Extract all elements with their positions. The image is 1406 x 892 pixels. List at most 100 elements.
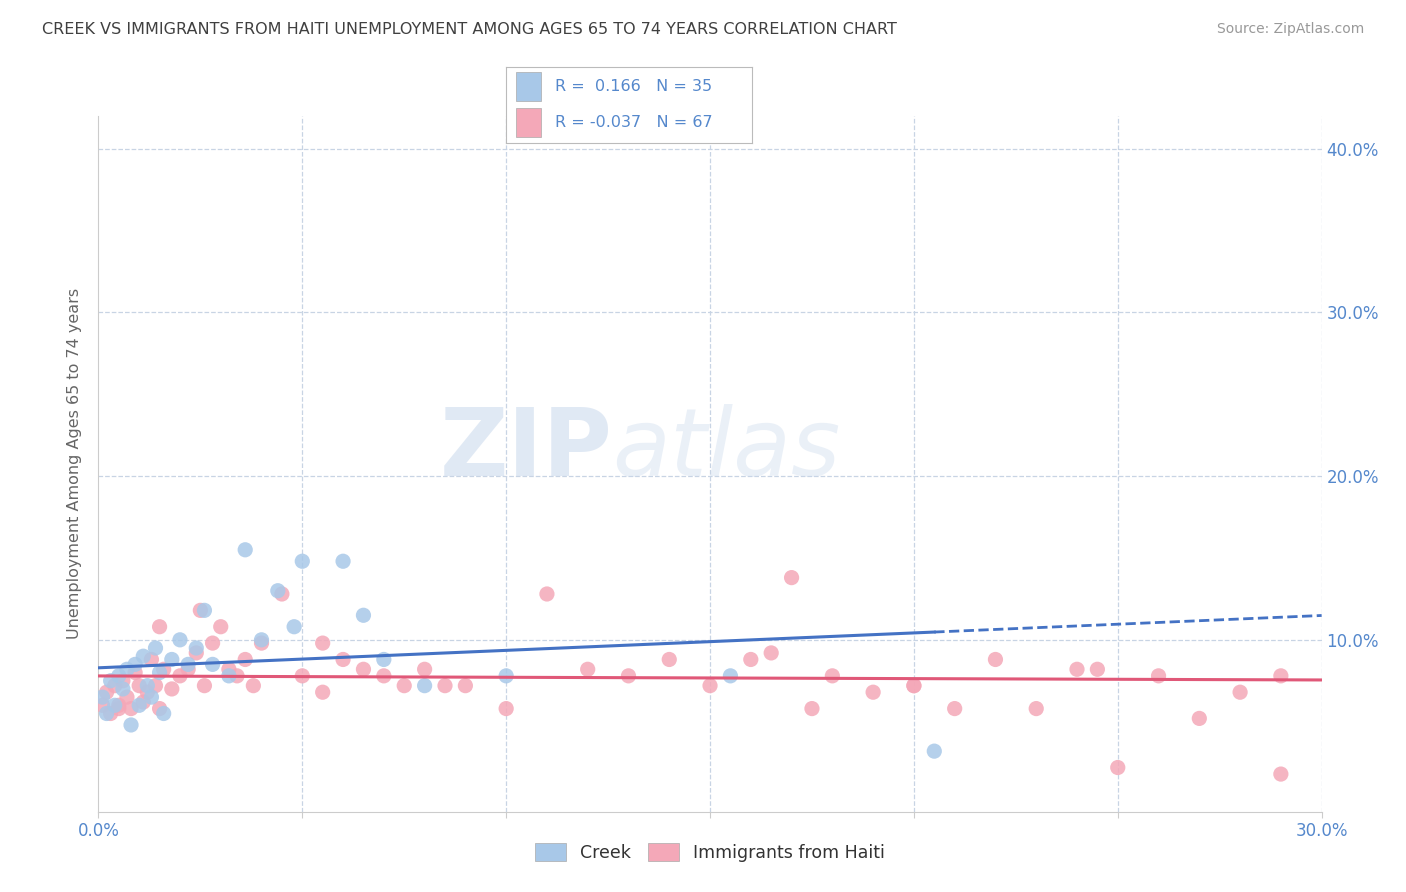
Point xyxy=(149,620,172,634)
Point xyxy=(177,662,200,676)
Point xyxy=(761,646,783,660)
Point xyxy=(141,690,163,705)
Point xyxy=(115,690,138,705)
Point xyxy=(454,679,477,693)
Point xyxy=(108,698,131,713)
Point xyxy=(1229,685,1251,699)
Point xyxy=(149,701,172,715)
Point xyxy=(617,669,640,683)
Point xyxy=(1147,669,1170,683)
Point xyxy=(332,554,354,568)
Text: CREEK VS IMMIGRANTS FROM HAITI UNEMPLOYMENT AMONG AGES 65 TO 74 YEARS CORRELATIO: CREEK VS IMMIGRANTS FROM HAITI UNEMPLOYM… xyxy=(42,22,897,37)
Point xyxy=(100,706,122,721)
Point xyxy=(111,673,134,688)
Point xyxy=(862,685,884,699)
Point xyxy=(233,652,256,666)
Point xyxy=(218,669,240,683)
Point xyxy=(124,657,146,672)
Point xyxy=(1025,701,1047,715)
Point xyxy=(658,652,681,666)
Point xyxy=(136,679,159,693)
Y-axis label: Unemployment Among Ages 65 to 74 years: Unemployment Among Ages 65 to 74 years xyxy=(67,288,83,640)
Point xyxy=(128,698,150,713)
Point xyxy=(984,652,1007,666)
Point xyxy=(145,640,167,655)
Point xyxy=(922,744,945,758)
Point xyxy=(242,679,264,693)
Point xyxy=(413,679,436,693)
Point xyxy=(413,662,436,676)
Point xyxy=(250,636,273,650)
Point xyxy=(128,679,150,693)
Point xyxy=(267,583,290,598)
Point xyxy=(495,701,517,715)
Point xyxy=(780,571,803,585)
Point xyxy=(115,662,138,676)
Point xyxy=(283,620,305,634)
Point xyxy=(903,679,925,693)
Point xyxy=(943,701,966,715)
Text: R = -0.037   N = 67: R = -0.037 N = 67 xyxy=(555,115,713,129)
Point xyxy=(1270,669,1292,683)
Point xyxy=(392,679,416,693)
Point xyxy=(100,673,122,688)
Point xyxy=(193,603,215,617)
Text: ZIP: ZIP xyxy=(439,404,612,496)
Point xyxy=(434,679,457,693)
Point xyxy=(91,698,114,713)
Point xyxy=(312,636,335,650)
Point xyxy=(576,662,599,676)
Point xyxy=(120,718,142,732)
Point xyxy=(821,669,844,683)
Point xyxy=(149,665,172,680)
Point xyxy=(152,706,174,721)
Point xyxy=(132,649,155,664)
Point xyxy=(186,640,208,655)
Bar xyxy=(516,108,540,136)
Text: R =  0.166   N = 35: R = 0.166 N = 35 xyxy=(555,79,713,95)
Point xyxy=(201,636,224,650)
Point xyxy=(188,603,212,617)
Point xyxy=(291,669,314,683)
Point xyxy=(160,652,183,666)
Point xyxy=(291,554,314,568)
Point xyxy=(903,679,925,693)
Point xyxy=(373,652,395,666)
Point xyxy=(226,669,249,683)
Point xyxy=(201,657,224,672)
Point xyxy=(136,685,159,699)
Point xyxy=(104,679,127,693)
Point xyxy=(141,652,163,666)
Point xyxy=(111,681,134,696)
Point xyxy=(160,681,183,696)
Point xyxy=(108,701,131,715)
Point xyxy=(152,662,174,676)
Point xyxy=(120,701,142,715)
Point xyxy=(740,652,762,666)
Bar xyxy=(516,72,540,101)
Point xyxy=(1107,760,1129,774)
Point xyxy=(495,669,517,683)
Point xyxy=(1085,662,1108,676)
Point xyxy=(124,665,146,680)
Point xyxy=(91,690,114,705)
Point xyxy=(250,632,273,647)
Point xyxy=(104,698,127,713)
Point xyxy=(169,632,191,647)
Point xyxy=(145,679,167,693)
Point xyxy=(801,701,824,715)
Point xyxy=(169,669,191,683)
Legend: Creek, Immigrants from Haiti: Creek, Immigrants from Haiti xyxy=(527,837,893,869)
Point xyxy=(352,662,374,676)
Point xyxy=(233,542,256,557)
Point xyxy=(177,657,200,672)
Point xyxy=(132,695,155,709)
Point xyxy=(209,620,232,634)
Point xyxy=(352,608,374,623)
Point xyxy=(96,706,118,721)
Point xyxy=(312,685,335,699)
Point xyxy=(1270,767,1292,781)
Point xyxy=(218,662,240,676)
Point xyxy=(720,669,742,683)
Point xyxy=(193,679,215,693)
